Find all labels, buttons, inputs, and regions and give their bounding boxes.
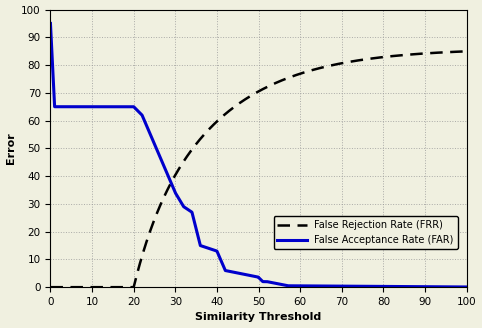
Line: False Rejection Rate (FRR): False Rejection Rate (FRR) bbox=[51, 51, 467, 287]
False Rejection Rate (FRR) bbox=[239, 100, 245, 104]
X-axis label: Similarity Threshold: Similarity Threshold bbox=[195, 313, 321, 322]
False Acceptance Rate (FAR) bbox=[239, 272, 245, 276]
False Rejection Rate (FRR) bbox=[452, 50, 457, 54]
Y-axis label: Error: Error bbox=[6, 133, 15, 164]
False Acceptance Rate (FAR) bbox=[48, 21, 54, 25]
False Acceptance Rate (FAR) bbox=[250, 274, 256, 278]
Legend: False Rejection Rate (FRR), False Acceptance Rate (FAR): False Rejection Rate (FRR), False Accept… bbox=[273, 216, 457, 249]
False Rejection Rate (FRR) bbox=[464, 49, 469, 53]
False Acceptance Rate (FAR) bbox=[375, 284, 381, 288]
False Acceptance Rate (FAR) bbox=[69, 105, 75, 109]
False Rejection Rate (FRR) bbox=[69, 285, 75, 289]
False Rejection Rate (FRR) bbox=[250, 93, 256, 97]
False Rejection Rate (FRR) bbox=[452, 50, 457, 54]
False Rejection Rate (FRR) bbox=[48, 285, 54, 289]
Line: False Acceptance Rate (FAR): False Acceptance Rate (FAR) bbox=[51, 23, 467, 287]
False Acceptance Rate (FAR) bbox=[452, 285, 457, 289]
False Acceptance Rate (FAR) bbox=[464, 285, 469, 289]
False Rejection Rate (FRR) bbox=[375, 56, 381, 60]
False Acceptance Rate (FAR) bbox=[452, 285, 457, 289]
